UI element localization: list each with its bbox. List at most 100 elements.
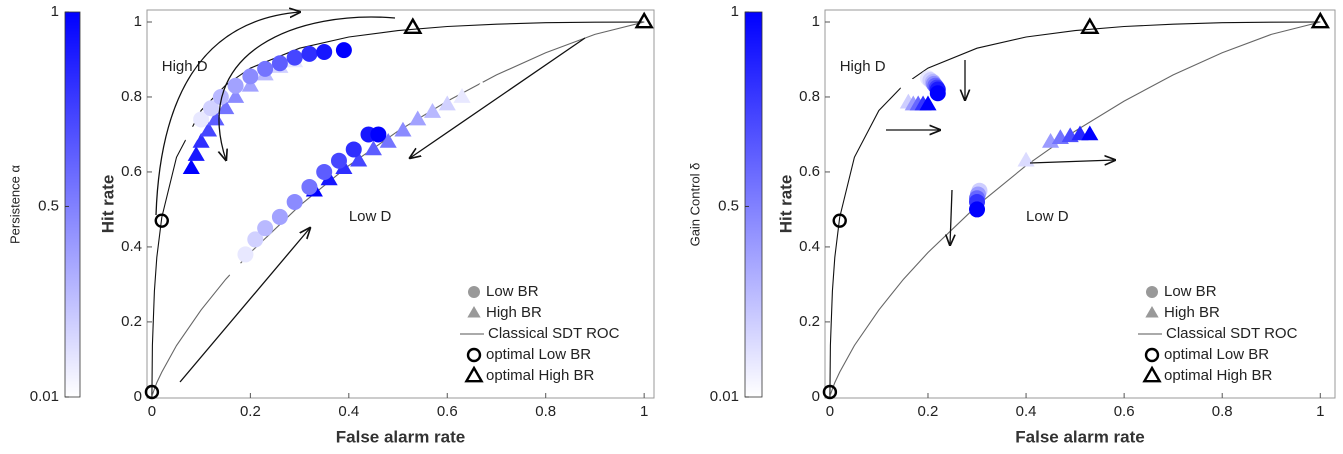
y-tick-label: 0.8 [799,88,820,105]
y-tick-label: 0.4 [121,238,142,255]
point [350,151,368,167]
panel: 0.01 0.5 1 Gain Control δ 0 0.2 0.4 0.6 0.8 1 0 0.2… [687,3,1336,446]
x-tick-label: 0 [148,403,156,420]
y-tick-label: 0.2 [799,313,820,330]
x-tick-label: 0.8 [1212,403,1233,420]
legend-marker [1145,306,1159,318]
arrow [950,189,952,245]
roc-curve [829,21,1321,397]
point [969,201,986,218]
y-tick-label: 1 [812,13,820,30]
point [257,60,274,77]
point [217,99,235,115]
colorbar-tick-label: 0.5 [38,197,59,214]
point [202,100,219,117]
point [335,42,352,59]
legend-label: optimal High BR [486,367,595,384]
point [227,87,245,103]
point [423,102,442,118]
x-tick-label: 0.2 [918,403,939,420]
arrows [155,12,1115,383]
point [1042,132,1060,148]
x-tick-label: 0 [826,403,834,420]
optimal-point [832,213,847,228]
colorbar-tick-label: 1 [731,3,739,20]
legend-label: Classical SDT ROC [488,325,620,342]
point [1002,151,1020,167]
y-axis-label: Hit rate [98,175,117,234]
arrow [155,12,300,216]
point [316,163,333,180]
x-tick-label: 1 [640,403,648,420]
point [919,95,937,111]
y-tick-label: 0.8 [121,88,142,105]
point [473,80,491,96]
optimal-point [822,384,838,400]
colorbar [64,11,81,398]
point [330,152,347,169]
x-tick-label: 0.4 [1016,403,1037,420]
point [227,261,244,278]
legend-label: optimal High BR [1164,367,1273,384]
legend-marker [466,347,482,363]
point [364,140,382,156]
y-axis-label: Hit rate [776,175,795,234]
colorbar [744,11,763,398]
legend-label: Low BR [486,283,539,300]
legend-label: High BR [1164,304,1220,321]
point [379,132,397,148]
point [301,45,318,62]
point [212,88,229,105]
legend-marker [1142,365,1162,383]
arrow [179,228,310,383]
x-tick-label: 0.6 [437,403,458,420]
point [207,110,225,126]
point [257,220,274,237]
point [301,178,318,195]
point [316,43,333,60]
point [409,110,427,126]
colorbar-tick-label: 1 [51,3,59,20]
annotation: High D [840,58,886,75]
arrow [410,37,586,158]
point [370,126,387,143]
y-tick-label: 0.4 [799,238,820,255]
point [271,55,288,72]
legend-label: optimal Low BR [1164,346,1269,363]
y-tick-label: 0 [134,388,142,405]
point [182,159,200,175]
annotation: Low D [349,208,392,225]
panel: 0.01 0.5 1 Persistence α 0 0.2 0.4 0.6 0.8 1 0 0.2 0… [7,3,655,446]
colorbar-label: Gain Control δ [687,163,702,247]
legend-marker [467,306,481,318]
y-tick-label: 0.6 [799,163,820,180]
point [199,121,218,137]
axes-box [824,9,1336,399]
point [438,95,456,111]
point [193,111,210,128]
optimal-point [154,213,169,228]
point [183,126,200,143]
point [453,87,471,103]
annotation: Low D [1026,208,1069,225]
legend-marker [1146,286,1158,298]
roc-curve [151,21,645,397]
x-tick-label: 0.6 [1114,403,1135,420]
y-tick-label: 1 [134,13,142,30]
arrow [1029,160,1115,163]
legend-marker [464,365,484,383]
x-tick-label: 0.2 [240,403,261,420]
legend-marker [468,286,480,298]
point [929,85,946,102]
point [242,68,259,85]
legend-label: optimal Low BR [486,346,591,363]
y-tick-label: 0.2 [121,313,142,330]
point [237,246,254,263]
axes-box [146,9,655,399]
optimal-point [634,11,654,29]
y-tick-label: 0.6 [121,163,142,180]
point [247,231,264,248]
optimal-point [144,384,160,400]
annotation: High D [162,58,208,75]
point [394,121,412,137]
